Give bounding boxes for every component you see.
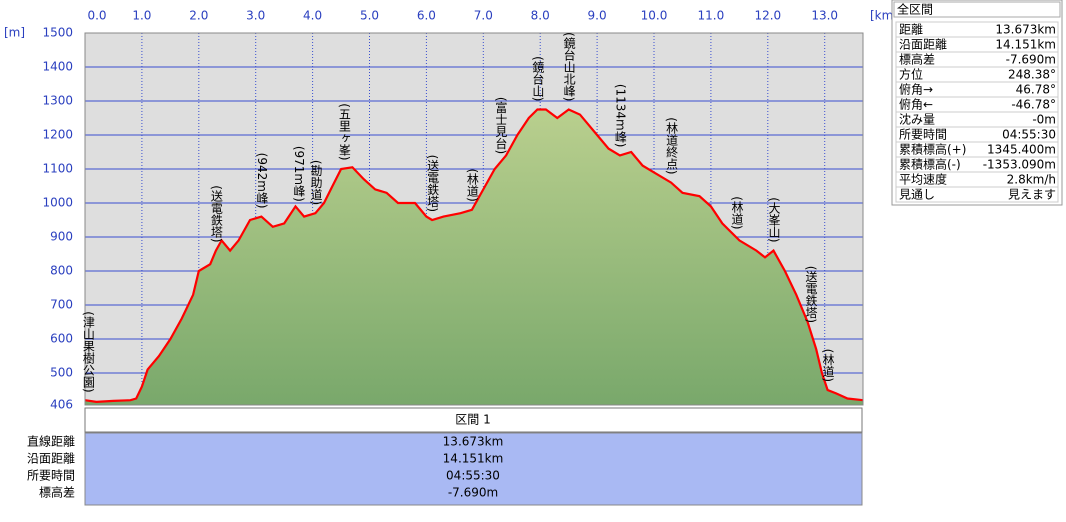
section-label: 所要時間 — [27, 469, 75, 483]
x-tick-label: 4.0 — [303, 9, 322, 23]
summary-value: -7.690m — [1006, 53, 1056, 67]
section-header-box — [84, 407, 863, 433]
annotation: (鏡台山北峰) — [562, 32, 576, 101]
x-tick-label: 13.0 — [811, 9, 838, 23]
y-tick-label: 500 — [50, 366, 73, 380]
summary-value: 13.673km — [995, 23, 1056, 37]
section-rows: 直線距離 13.673km 沿面距離 14.151km 所要時間 04:55:30 標高差 -… — [27, 434, 503, 500]
y-axis-label: [m] — [4, 26, 25, 40]
summary-value: 248.38° — [1008, 68, 1056, 82]
summary-label: 所要時間 — [899, 128, 947, 142]
summary-label: 距離 — [899, 23, 923, 37]
section-body — [84, 432, 863, 506]
summary-label: 俯角→ — [899, 82, 933, 97]
summary-label: 累積標高(+) — [899, 142, 966, 157]
annotation: (942m峰) — [255, 153, 269, 209]
summary-label: 累積標高(-) — [899, 157, 961, 172]
annotation: (1134m峰) — [613, 84, 627, 148]
y-tick-label: 600 — [50, 332, 73, 346]
x-tick-label: 3.0 — [246, 9, 265, 23]
summary-value: 14.151km — [995, 38, 1056, 52]
y-tick-label: 406 — [50, 398, 73, 412]
summary-label: 俯角← — [899, 97, 933, 112]
y-tick-label: 1500 — [42, 26, 73, 40]
section-value: -7.690m — [448, 486, 498, 500]
annotation: (勘助道) — [309, 160, 323, 205]
section-label: 標高差 — [39, 485, 75, 500]
annotation: (林道終点) — [665, 117, 679, 174]
section-label: 直線距離 — [27, 434, 75, 449]
annotation: (林道) — [821, 349, 835, 382]
section-label: 沿面距離 — [27, 452, 75, 466]
annotation: (971m峰) — [292, 146, 306, 202]
annotation: (津山果樹公園) — [81, 311, 95, 392]
summary-value: -0m — [1032, 113, 1056, 127]
summary-label: 標高差 — [899, 52, 935, 67]
y-tick-label: 1400 — [42, 60, 73, 74]
summary-label: 沈み量 — [899, 112, 935, 127]
y-tick-label: 1000 — [42, 196, 73, 210]
x-tick-label: 10.0 — [641, 9, 668, 23]
x-tick-label: 7.0 — [474, 9, 493, 23]
x-tick-label: 9.0 — [588, 9, 607, 23]
summary-label: 方位 — [899, 67, 923, 82]
summary-value: 04:55:30 — [1002, 128, 1056, 142]
annotation: (林道) — [730, 196, 744, 229]
summary-title-box — [893, 1, 1061, 18]
x-tick-label: 1.0 — [132, 9, 151, 23]
annotation: (富士見台) — [494, 97, 508, 154]
annotation: (送電鉄塔) — [209, 185, 223, 242]
summary-value: -46.78° — [1011, 98, 1056, 112]
y-tick-label: 700 — [50, 298, 73, 312]
y-tick-label: 1200 — [42, 128, 73, 142]
summary-title: 全区間 — [897, 2, 933, 17]
summary-value: 見えます — [1008, 188, 1056, 202]
section-header: 区間 1 — [455, 413, 490, 427]
x-tick-label: 2.0 — [189, 9, 208, 23]
y-tick-label: 900 — [50, 230, 73, 244]
x-tick-label: 11.0 — [698, 9, 725, 23]
summary-value: 1345.400m — [987, 143, 1056, 157]
summary-value: 2.8km/h — [1007, 173, 1056, 187]
y-tick-label: 1100 — [42, 162, 73, 176]
summary-value: -1353.090m — [983, 158, 1056, 172]
summary-label: 沿面距離 — [899, 38, 947, 52]
annotation: (大峯山) — [767, 197, 781, 242]
profile-line — [84, 108, 864, 404]
plot-area — [84, 32, 864, 406]
x-axis-label: [km] — [870, 9, 898, 23]
x-tick-label: 6.0 — [417, 9, 436, 23]
summary-label: 平均速度 — [899, 172, 947, 187]
x-tick-label: 8.0 — [531, 9, 550, 23]
y-tick-label: 1300 — [42, 94, 73, 108]
section-value: 13.673km — [443, 435, 504, 449]
profile-area — [85, 109, 863, 405]
annotation: (送電鉄塔) — [804, 266, 818, 323]
summary-row — [895, 186, 1059, 203]
section-value: 14.151km — [443, 452, 504, 466]
y-tick-label: 800 — [50, 264, 73, 278]
annotation: (送電鉄塔) — [426, 155, 440, 212]
annotation: (五里ヶ峯) — [337, 103, 351, 160]
x-tick-label: 12.0 — [754, 9, 781, 23]
x-tick-label: 5.0 — [360, 9, 379, 23]
annotation: (鏡台山) — [531, 56, 545, 101]
annotation: (林道) — [465, 168, 479, 201]
summary-rows: 距離 13.673km 沿面距離 14.151km 標高差 -7.690m 方位 248.38… — [895, 21, 1059, 203]
section-value: 04:55:30 — [446, 469, 500, 483]
summary-label: 見通し — [899, 188, 935, 202]
x-tick-label: 0.0 — [87, 9, 106, 23]
summary-value: 46.78° — [1016, 83, 1056, 97]
